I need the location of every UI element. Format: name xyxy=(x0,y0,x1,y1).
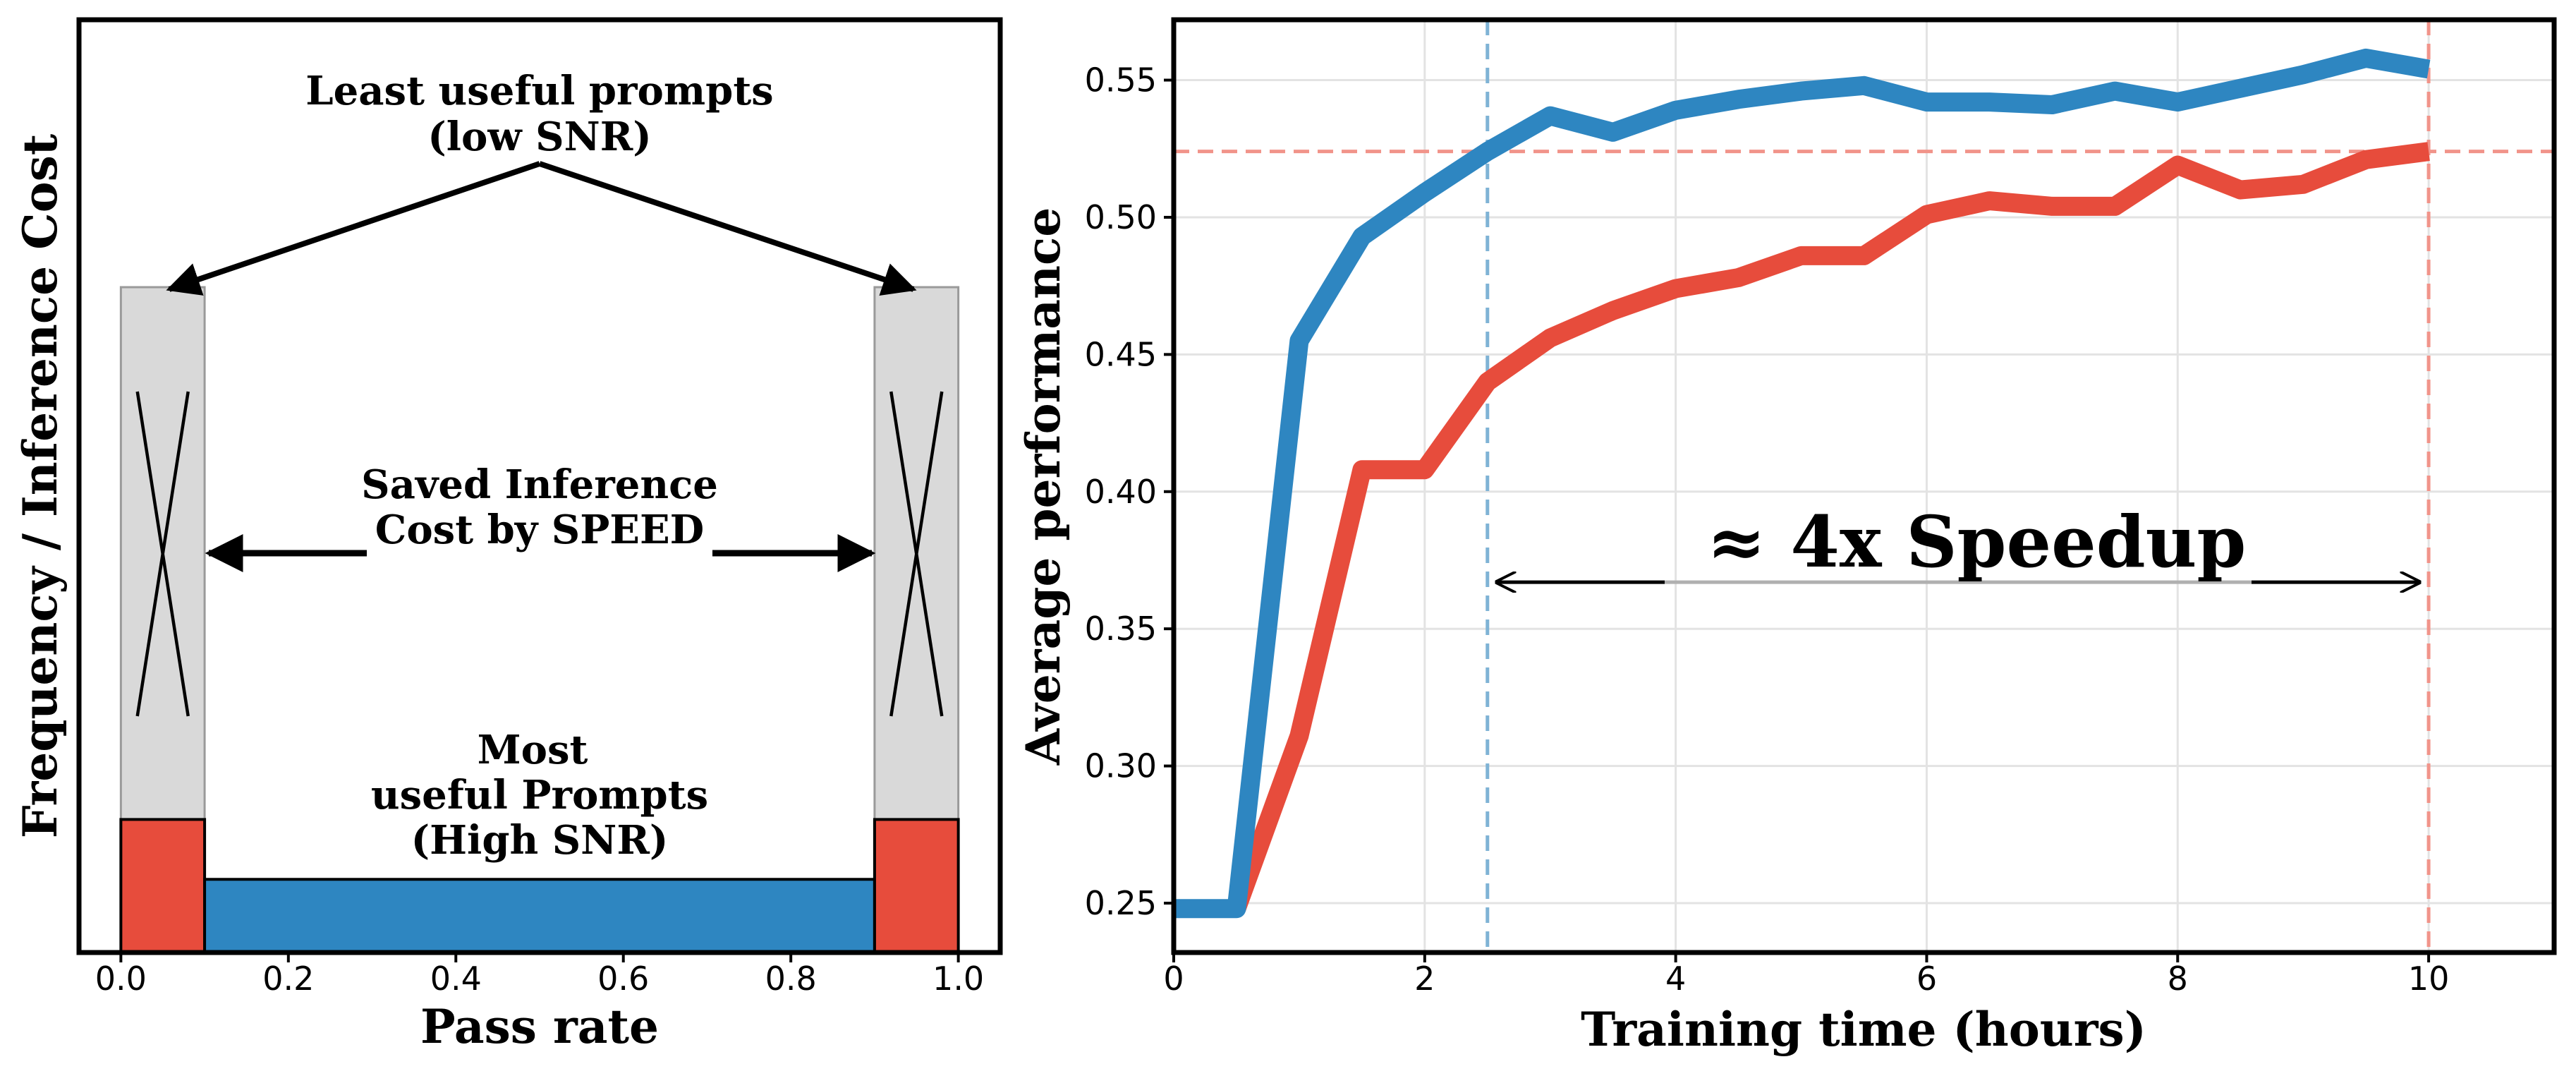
right-plot-frame xyxy=(1171,17,2557,955)
annotation-most-useful-line2: useful Prompts xyxy=(371,772,708,818)
annotation-most-useful-line1: Most xyxy=(478,727,588,773)
right-y-ticks: 0.25 0.30 0.35 0.40 0.45 0.50 0.55 xyxy=(1085,61,1174,922)
cross-out-mark xyxy=(135,391,190,717)
annotation-least-useful-line1: Least useful prompts xyxy=(305,68,773,114)
x-tick-label: 0.2 xyxy=(262,960,314,998)
x-tick-label: 6 xyxy=(1916,960,1937,998)
x-tick-label: 1.0 xyxy=(932,960,984,998)
y-tick-label: 0.30 xyxy=(1085,747,1157,785)
series-line-blue xyxy=(1174,48,2431,919)
x-tick-label: 4 xyxy=(1665,960,1686,998)
left-plot-frame xyxy=(76,17,1003,955)
right-series xyxy=(1174,48,2431,919)
annotation-saved-line2: Cost by SPEED xyxy=(375,507,704,553)
x-tick-label: 8 xyxy=(2168,960,2188,998)
y-tick-label: 0.35 xyxy=(1085,610,1157,648)
left-bars xyxy=(119,286,960,955)
bar-2 xyxy=(203,878,876,955)
y-tick-label: 0.50 xyxy=(1085,198,1157,236)
x-tick-label: 0.0 xyxy=(95,960,147,998)
annotation-saved-line1: Saved Inference xyxy=(361,461,718,508)
annotation-most-useful-line3: (High SNR) xyxy=(411,817,669,864)
annotation-least-useful-line2: (low SNR) xyxy=(427,114,652,160)
left-x-ticks: 0.0 0.2 0.4 0.6 0.8 1.0 xyxy=(95,953,984,998)
bar-1 xyxy=(119,818,207,955)
right-y-axis-label: Average performance xyxy=(1016,207,1071,766)
x-tick-label: 2 xyxy=(1414,960,1435,998)
y-tick-label: 0.25 xyxy=(1085,884,1157,922)
left-panel: 0.0 0.2 0.4 0.6 0.8 1.0 Least useful prompts … xyxy=(13,17,1003,1054)
x-tick-label: 10 xyxy=(2408,960,2450,998)
bar-4 xyxy=(873,818,960,955)
speedup-annotation: ≈ 4x Speedup xyxy=(1707,500,2247,584)
x-tick-label: 0.4 xyxy=(430,960,482,998)
left-crosses xyxy=(135,391,944,717)
y-tick-label: 0.40 xyxy=(1085,473,1157,511)
y-tick-label: 0.45 xyxy=(1085,335,1157,373)
x-tick-label: 0.8 xyxy=(765,960,817,998)
x-tick-label: 0.6 xyxy=(597,960,649,998)
left-x-axis-label: Pass rate xyxy=(420,999,659,1054)
right-x-axis-label: Training time (hours) xyxy=(1581,1002,2146,1057)
left-y-axis-label: Frequency / Inference Cost xyxy=(13,133,68,838)
series-line-red xyxy=(1227,142,2430,912)
cross-out-mark xyxy=(889,391,944,717)
right-panel: 0 2 4 6 8 10 0.25 0.30 0.35 0.40 0.45 0.50 0.55 ≈ 4… xyxy=(1016,17,2557,1057)
x-tick-label: 0 xyxy=(1163,960,1184,998)
arrow-least-useful-left xyxy=(166,161,541,296)
right-x-ticks: 0 2 4 6 8 10 xyxy=(1163,953,2449,998)
arrow-least-useful-right xyxy=(538,161,917,296)
right-reference-lines xyxy=(1174,20,2554,953)
y-tick-label: 0.55 xyxy=(1085,61,1157,99)
